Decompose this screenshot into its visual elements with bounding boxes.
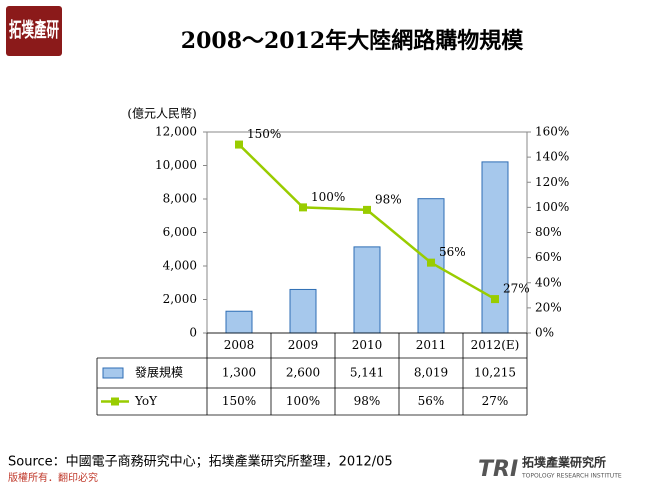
table-cell: 27% [482,394,509,408]
y-tick-label: 12,000 [155,125,197,139]
table-cell: 56% [418,394,445,408]
x-tick-label: 2010 [352,338,383,352]
logo: 拓墣產研 [9,18,59,42]
legend-entry: YoY [134,394,158,408]
bar [353,246,381,334]
bar [481,161,509,334]
y-tick-label: 0 [189,326,197,340]
legend-marker [111,397,119,406]
brand-english: TOPOLOGY RESEARCH INSTITUTE [521,473,622,480]
table-cell: 1,300 [222,366,256,380]
bar [289,288,317,334]
data-label: 56% [439,245,466,259]
marker [363,205,371,214]
y-axis-label: (億元人民幣) [127,107,196,121]
y2-tick-label: 80% [535,225,562,239]
table-cell: 100% [286,394,320,408]
data-label: 98% [375,192,402,206]
y-tick-label: 4,000 [163,259,197,273]
y2-tick-label: 40% [535,275,562,289]
copyright: 版權所有．翻印必究 [8,471,98,484]
x-tick-label: 2009 [288,338,319,352]
data-label: 27% [503,282,530,296]
table-cell: 2,600 [286,366,320,380]
source: Source：中國電子商務研究中心；拓墣產業研究所整理，2012/05 [8,454,393,470]
y2-tick-label: 0% [535,326,554,340]
y2-tick-label: 100% [535,200,569,214]
y2-tick-label: 60% [535,250,562,264]
x-tick-label: 2012(E) [471,338,520,352]
brand-name: 拓墣產業研究所 [522,455,606,470]
bar [225,310,253,334]
y2-tick-label: 20% [535,300,562,314]
legend-entry: 發展規模 [135,365,183,380]
y-tick-label: 10,000 [155,158,197,172]
table-cell: 10,215 [474,366,516,380]
table-cell: 5,141 [350,366,384,380]
y-tick-label: 8,000 [163,192,197,206]
table-cell: 8,019 [414,366,448,380]
logo-box [6,6,62,56]
table-cell: 150% [222,394,256,408]
marker [299,203,307,212]
x-tick-label: 2008 [224,338,255,352]
y2-tick-label: 140% [535,150,569,164]
data-label: 150% [247,127,281,141]
marker [427,258,435,267]
data-label: 100% [311,190,345,204]
marker [491,295,499,304]
brand-mark: TRI [478,457,518,482]
chart-title: 2008～2012年大陸網路購物規模 [181,28,524,54]
y-tick-label: 6,000 [163,225,197,239]
y-tick-label: 2,000 [163,292,197,306]
y2-tick-label: 120% [535,175,569,189]
y2-tick-label: 160% [535,125,569,139]
x-tick-label: 2011 [416,338,447,352]
marker [235,140,243,149]
table-cell: 98% [354,394,381,408]
legend-swatch [102,367,124,379]
